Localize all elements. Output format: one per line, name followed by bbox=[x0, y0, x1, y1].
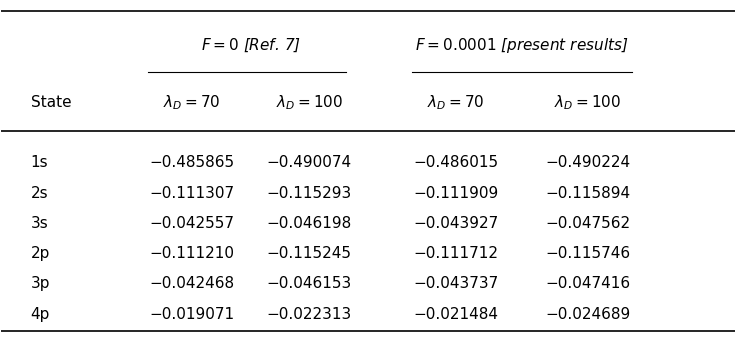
Text: −0.115746: −0.115746 bbox=[545, 246, 631, 261]
Text: 2p: 2p bbox=[31, 246, 50, 261]
Text: 3s: 3s bbox=[31, 216, 49, 231]
Text: −0.115894: −0.115894 bbox=[545, 185, 631, 201]
Text: State: State bbox=[31, 95, 71, 110]
Text: −0.490074: −0.490074 bbox=[266, 155, 352, 170]
Text: −0.485865: −0.485865 bbox=[149, 155, 235, 170]
Text: 4p: 4p bbox=[31, 306, 50, 322]
Text: $F = 0.0001$ [present results]: $F = 0.0001$ [present results] bbox=[415, 36, 629, 55]
Text: $\lambda_D = 100$: $\lambda_D = 100$ bbox=[276, 93, 343, 112]
Text: −0.115245: −0.115245 bbox=[267, 246, 352, 261]
Text: −0.490224: −0.490224 bbox=[545, 155, 631, 170]
Text: 2s: 2s bbox=[31, 185, 49, 201]
Text: −0.111307: −0.111307 bbox=[149, 185, 235, 201]
Text: −0.047562: −0.047562 bbox=[545, 216, 631, 231]
Text: −0.111909: −0.111909 bbox=[414, 185, 498, 201]
Text: 3p: 3p bbox=[31, 276, 50, 291]
Text: −0.046198: −0.046198 bbox=[266, 216, 352, 231]
Text: $\lambda_D = 100$: $\lambda_D = 100$ bbox=[554, 93, 621, 112]
Text: −0.046153: −0.046153 bbox=[266, 276, 352, 291]
Text: −0.111210: −0.111210 bbox=[149, 246, 235, 261]
Text: −0.111712: −0.111712 bbox=[414, 246, 498, 261]
Text: −0.043927: −0.043927 bbox=[414, 216, 498, 231]
Text: −0.021484: −0.021484 bbox=[414, 306, 498, 322]
Text: −0.042557: −0.042557 bbox=[149, 216, 235, 231]
Text: −0.047416: −0.047416 bbox=[545, 276, 631, 291]
Text: −0.019071: −0.019071 bbox=[149, 306, 235, 322]
Text: −0.115293: −0.115293 bbox=[266, 185, 352, 201]
Text: −0.042468: −0.042468 bbox=[149, 276, 235, 291]
Text: −0.024689: −0.024689 bbox=[545, 306, 631, 322]
Text: $F = 0$ [Ref. 7]: $F = 0$ [Ref. 7] bbox=[201, 36, 301, 54]
Text: −0.043737: −0.043737 bbox=[414, 276, 498, 291]
Text: $\lambda_D = 70$: $\lambda_D = 70$ bbox=[428, 93, 485, 112]
Text: 1s: 1s bbox=[31, 155, 49, 170]
Text: $\lambda_D = 70$: $\lambda_D = 70$ bbox=[163, 93, 221, 112]
Text: −0.022313: −0.022313 bbox=[266, 306, 352, 322]
Text: −0.486015: −0.486015 bbox=[414, 155, 498, 170]
